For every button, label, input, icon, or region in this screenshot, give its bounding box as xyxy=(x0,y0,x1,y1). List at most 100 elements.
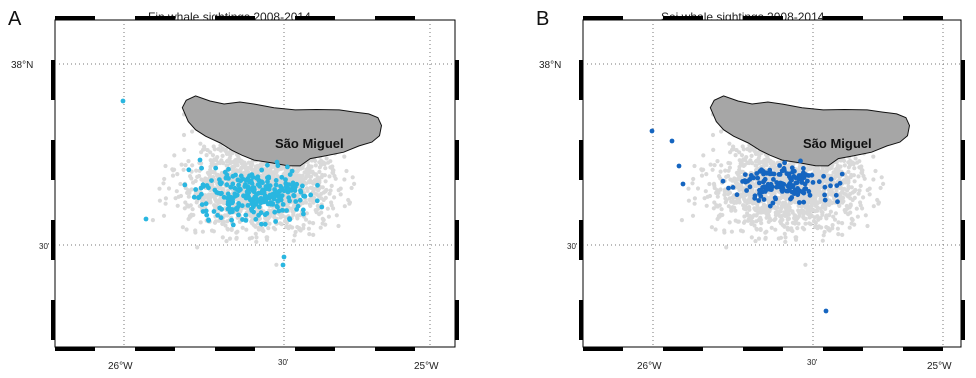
whale-sighting-point xyxy=(726,185,731,191)
whale-sighting-point xyxy=(283,177,288,183)
whale-sighting-point xyxy=(769,171,774,177)
whale-sighting-point xyxy=(265,162,270,168)
effort-point xyxy=(797,212,802,218)
effort-point xyxy=(242,160,247,165)
effort-point xyxy=(796,196,801,201)
effort-point xyxy=(773,213,778,218)
whale-sighting-point xyxy=(222,169,228,175)
effort-point xyxy=(850,217,855,223)
effort-point xyxy=(344,168,349,174)
effort-point xyxy=(229,227,234,232)
effort-point xyxy=(278,215,283,220)
whale-sighting-point xyxy=(273,219,278,224)
effort-point xyxy=(741,163,746,168)
whale-sighting-point xyxy=(760,168,766,174)
effort-point xyxy=(717,203,722,208)
effort-point xyxy=(763,206,768,212)
effort-point xyxy=(190,207,195,212)
whale-sighting-point xyxy=(821,173,826,179)
effort-point xyxy=(840,189,845,194)
effort-point xyxy=(182,206,187,211)
island-sao-miguel xyxy=(709,95,911,167)
effort-point xyxy=(202,147,207,152)
effort-point xyxy=(208,150,213,155)
whale-sighting-point xyxy=(774,184,779,190)
effort-point xyxy=(251,223,257,228)
whale-sighting-point xyxy=(260,187,266,193)
effort-point xyxy=(862,176,867,181)
effort-point xyxy=(792,213,797,218)
lat-label-top: 38°N xyxy=(11,60,33,71)
whale-sighting-point xyxy=(786,183,791,188)
effort-point xyxy=(233,162,238,167)
effort-point xyxy=(311,200,316,205)
whale-sighting-point xyxy=(744,188,749,193)
effort-point xyxy=(171,168,176,173)
whale-sighting-point xyxy=(802,181,808,187)
whale-sighting-point xyxy=(228,196,234,201)
effort-point xyxy=(704,203,709,208)
frame-segment xyxy=(961,140,965,180)
effort-point xyxy=(244,227,249,232)
effort-point xyxy=(249,235,255,240)
effort-point xyxy=(311,232,316,237)
effort-point xyxy=(297,173,302,178)
effort-point xyxy=(826,173,831,178)
whale-sighting-point xyxy=(247,173,252,179)
effort-point xyxy=(161,213,167,218)
effort-point xyxy=(739,153,745,158)
effort-point xyxy=(867,186,872,191)
frame-segment xyxy=(215,347,255,351)
effort-point xyxy=(796,221,801,226)
whale-sighting-point xyxy=(259,167,265,173)
whale-sighting-point xyxy=(752,195,758,201)
effort-point xyxy=(871,154,876,159)
island-label: São Miguel xyxy=(803,136,872,151)
effort-point xyxy=(212,220,218,225)
frame-segment xyxy=(455,60,459,100)
effort-point xyxy=(711,147,716,152)
frame-segment xyxy=(961,220,965,260)
effort-point xyxy=(814,224,820,230)
effort-point xyxy=(797,165,803,171)
effort-point xyxy=(707,181,712,187)
effort-point xyxy=(218,148,223,153)
whale-sighting-point xyxy=(839,171,845,177)
effort-point xyxy=(311,221,316,226)
effort-point xyxy=(323,166,328,171)
effort-point xyxy=(268,212,273,218)
effort-point xyxy=(274,170,279,175)
effort-point xyxy=(254,239,259,244)
effort-point xyxy=(747,148,752,153)
whale-sighting-point xyxy=(287,172,293,178)
whale-sighting-point xyxy=(283,181,289,186)
effort-point xyxy=(816,190,821,195)
whale-sighting-point xyxy=(203,208,209,214)
effort-point xyxy=(830,191,835,196)
whale-sighting-point xyxy=(803,172,809,178)
effort-point xyxy=(815,214,820,219)
effort-point xyxy=(783,204,788,209)
whale-sighting-point xyxy=(226,202,232,208)
effort-point xyxy=(820,238,825,243)
effort-point xyxy=(735,219,740,224)
frame-segment xyxy=(51,140,55,180)
effort-point xyxy=(772,166,777,171)
effort-point xyxy=(306,226,311,231)
effort-point xyxy=(338,192,343,197)
whale-sighting-point xyxy=(273,191,279,196)
frame-segment xyxy=(51,300,55,340)
effort-point xyxy=(303,200,309,205)
effort-point xyxy=(170,173,176,178)
whale-sighting-point xyxy=(773,196,778,202)
effort-point xyxy=(750,190,755,195)
effort-point xyxy=(848,158,853,163)
whale-sighting-point xyxy=(200,182,206,188)
effort-point xyxy=(715,194,720,199)
effort-point xyxy=(224,239,229,244)
whale-sighting-point xyxy=(249,181,255,186)
effort-point xyxy=(692,196,697,201)
whale-sighting-point xyxy=(272,209,278,215)
effort-point xyxy=(307,232,312,237)
effort-point xyxy=(805,209,810,214)
